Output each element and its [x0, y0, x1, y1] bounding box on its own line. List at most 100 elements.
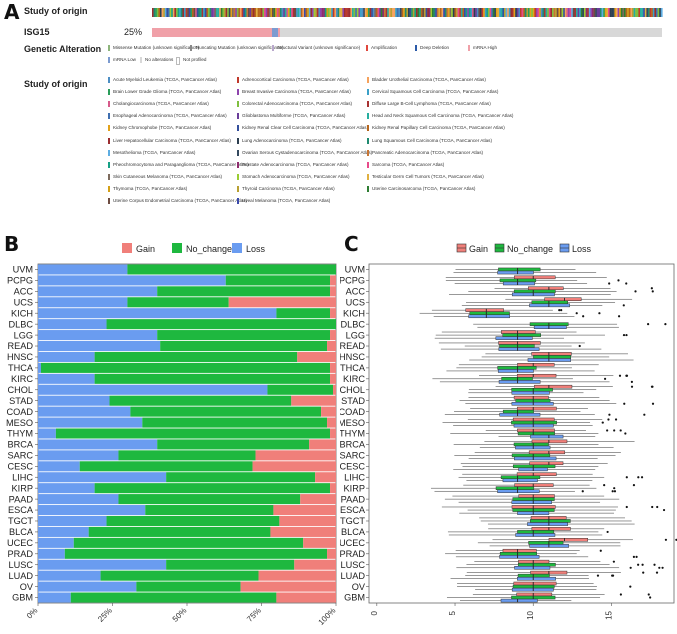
study-legend-item: Adrenocortical Carcinoma (TCGA, PanCance… — [237, 77, 349, 83]
study-legend-item: Esophageal Adenocarcinoma (TCGA, PanCanc… — [108, 113, 227, 120]
study-track-sample — [212, 8, 215, 17]
study-track-sample — [315, 8, 317, 17]
bar-segment-gain — [330, 428, 336, 439]
outlier-point — [661, 566, 664, 569]
bar-segment-loss — [38, 362, 41, 373]
study-track-sample — [609, 8, 612, 17]
box-no_change — [500, 475, 541, 480]
outlier-point — [650, 287, 653, 290]
study-track-sample — [491, 8, 493, 17]
study-track-sample — [584, 8, 586, 17]
bar-segment-loss — [38, 570, 101, 581]
panel-label-b: B — [4, 232, 20, 256]
study-track-sample — [156, 8, 159, 17]
alteration-legend-label: No alterations — [145, 57, 174, 62]
alteration-legend-label: Deep Deletion — [420, 45, 450, 50]
outlier-point — [625, 505, 628, 509]
bar-segment-gain — [294, 559, 336, 570]
legend-swatch — [108, 137, 110, 144]
study-legend-label: Testicular Germ Cell Tumors (TCGA, PanCa… — [372, 173, 484, 179]
study-track-sample — [339, 8, 341, 17]
study-track-sample — [502, 8, 505, 17]
study-track-sample — [384, 8, 386, 17]
study-legend-item: Ovarian Serous Cystadenocarcinoma (TCGA,… — [237, 149, 373, 156]
study-track-sample — [256, 8, 258, 17]
expression-boxplot-chart: Gain No_change Loss UVMPCPGACCUCSKICHDLBCLG… — [340, 243, 677, 620]
study-legend-label: Acute Myeloid Leukemia (TCGA, PanCancer … — [113, 77, 217, 82]
study-track-sample — [472, 8, 474, 17]
y-tick-label: KICH — [11, 308, 33, 318]
outlier-point — [651, 505, 654, 509]
bar-segment-no_change — [100, 570, 259, 581]
study-track-sample — [443, 8, 445, 17]
bar-segment-loss — [38, 297, 128, 308]
study-track-sample — [177, 8, 180, 17]
y-tick-label: LIHC — [344, 472, 365, 482]
oncoprint-tracks — [152, 8, 663, 37]
legend-swatch — [367, 101, 369, 108]
alteration-legend-item: mRNA High — [468, 45, 497, 51]
box-loss — [527, 358, 571, 362]
study-track-sample — [459, 8, 461, 17]
study-track-sample — [524, 8, 527, 17]
y-tick-label: ESCA — [8, 505, 34, 515]
legend-swatch — [237, 198, 239, 204]
study-track-sample — [576, 8, 578, 17]
study-track-sample — [611, 8, 613, 17]
bar-segment-no_change — [157, 439, 310, 450]
study-legend-label: Diffuse Large B-Cell Lymphoma (TCGA, Pan… — [372, 101, 491, 107]
study-track-sample — [515, 8, 517, 17]
box-no_change — [499, 552, 537, 556]
legend-swatch — [108, 198, 110, 204]
study-track-sample — [387, 8, 389, 17]
chart-b-legend: Gain No_change Loss — [122, 243, 266, 254]
box-gain — [528, 450, 566, 455]
y-tick-label: MESO — [6, 418, 33, 428]
study-track-sample — [264, 8, 266, 17]
study-track-sample — [476, 8, 479, 17]
y-tick-label: BRCA — [340, 440, 366, 450]
legend-swatch — [108, 161, 110, 168]
bar-segment-gain — [315, 472, 336, 483]
study-track-sample — [190, 8, 193, 17]
outlier-point — [650, 385, 654, 388]
bar-segment-no_change — [130, 406, 322, 417]
box-loss — [500, 598, 538, 603]
study-track-sample — [488, 8, 490, 17]
legend-swatch — [237, 149, 239, 156]
y-tick-label: OV — [20, 582, 34, 592]
outlier-point — [603, 377, 607, 380]
study-track-sample — [209, 8, 212, 17]
legend-swatch — [108, 149, 110, 156]
y-tick-label: THYM — [7, 429, 33, 439]
study-track-sample — [153, 8, 156, 17]
study-track-sample — [412, 8, 415, 17]
study-legend-item: Cervical Squamous Cell Carcinoma (TCGA, … — [367, 89, 498, 96]
study-track-sample — [548, 8, 551, 17]
bar-segment-no_change — [127, 264, 337, 275]
study-track-sample — [216, 8, 218, 17]
study-track-sample — [323, 8, 325, 17]
x-tick-label: 10 — [526, 610, 535, 619]
study-legend-item: Kidney Renal Papillary Cell Carcinoma (T… — [367, 125, 505, 132]
study-track-sample — [304, 8, 306, 17]
outlier-point — [640, 476, 644, 479]
bar-segment-loss — [38, 319, 107, 330]
bar-segment-no_change — [145, 505, 274, 516]
study-track-sample — [182, 8, 185, 17]
legend-swatch — [237, 125, 239, 132]
box-gain — [516, 373, 557, 378]
outlier-point — [560, 309, 563, 312]
study-track-sample — [446, 8, 449, 17]
y-tick-label: LUAD — [8, 571, 33, 581]
study-track-sample — [248, 8, 250, 17]
bar-segment-gain — [270, 526, 336, 537]
box-no_change — [469, 311, 510, 315]
bar-segment-no_change — [166, 559, 295, 570]
legend-swatch — [108, 185, 110, 192]
study-track-sample — [408, 8, 410, 17]
chart-c-legend: Gain No_change Loss — [456, 243, 592, 254]
study-legend-label: Ovarian Serous Cystadenocarcinoma (TCGA,… — [242, 149, 373, 155]
study-track-sample — [310, 8, 313, 17]
y-tick-label: PAAD — [9, 494, 34, 504]
